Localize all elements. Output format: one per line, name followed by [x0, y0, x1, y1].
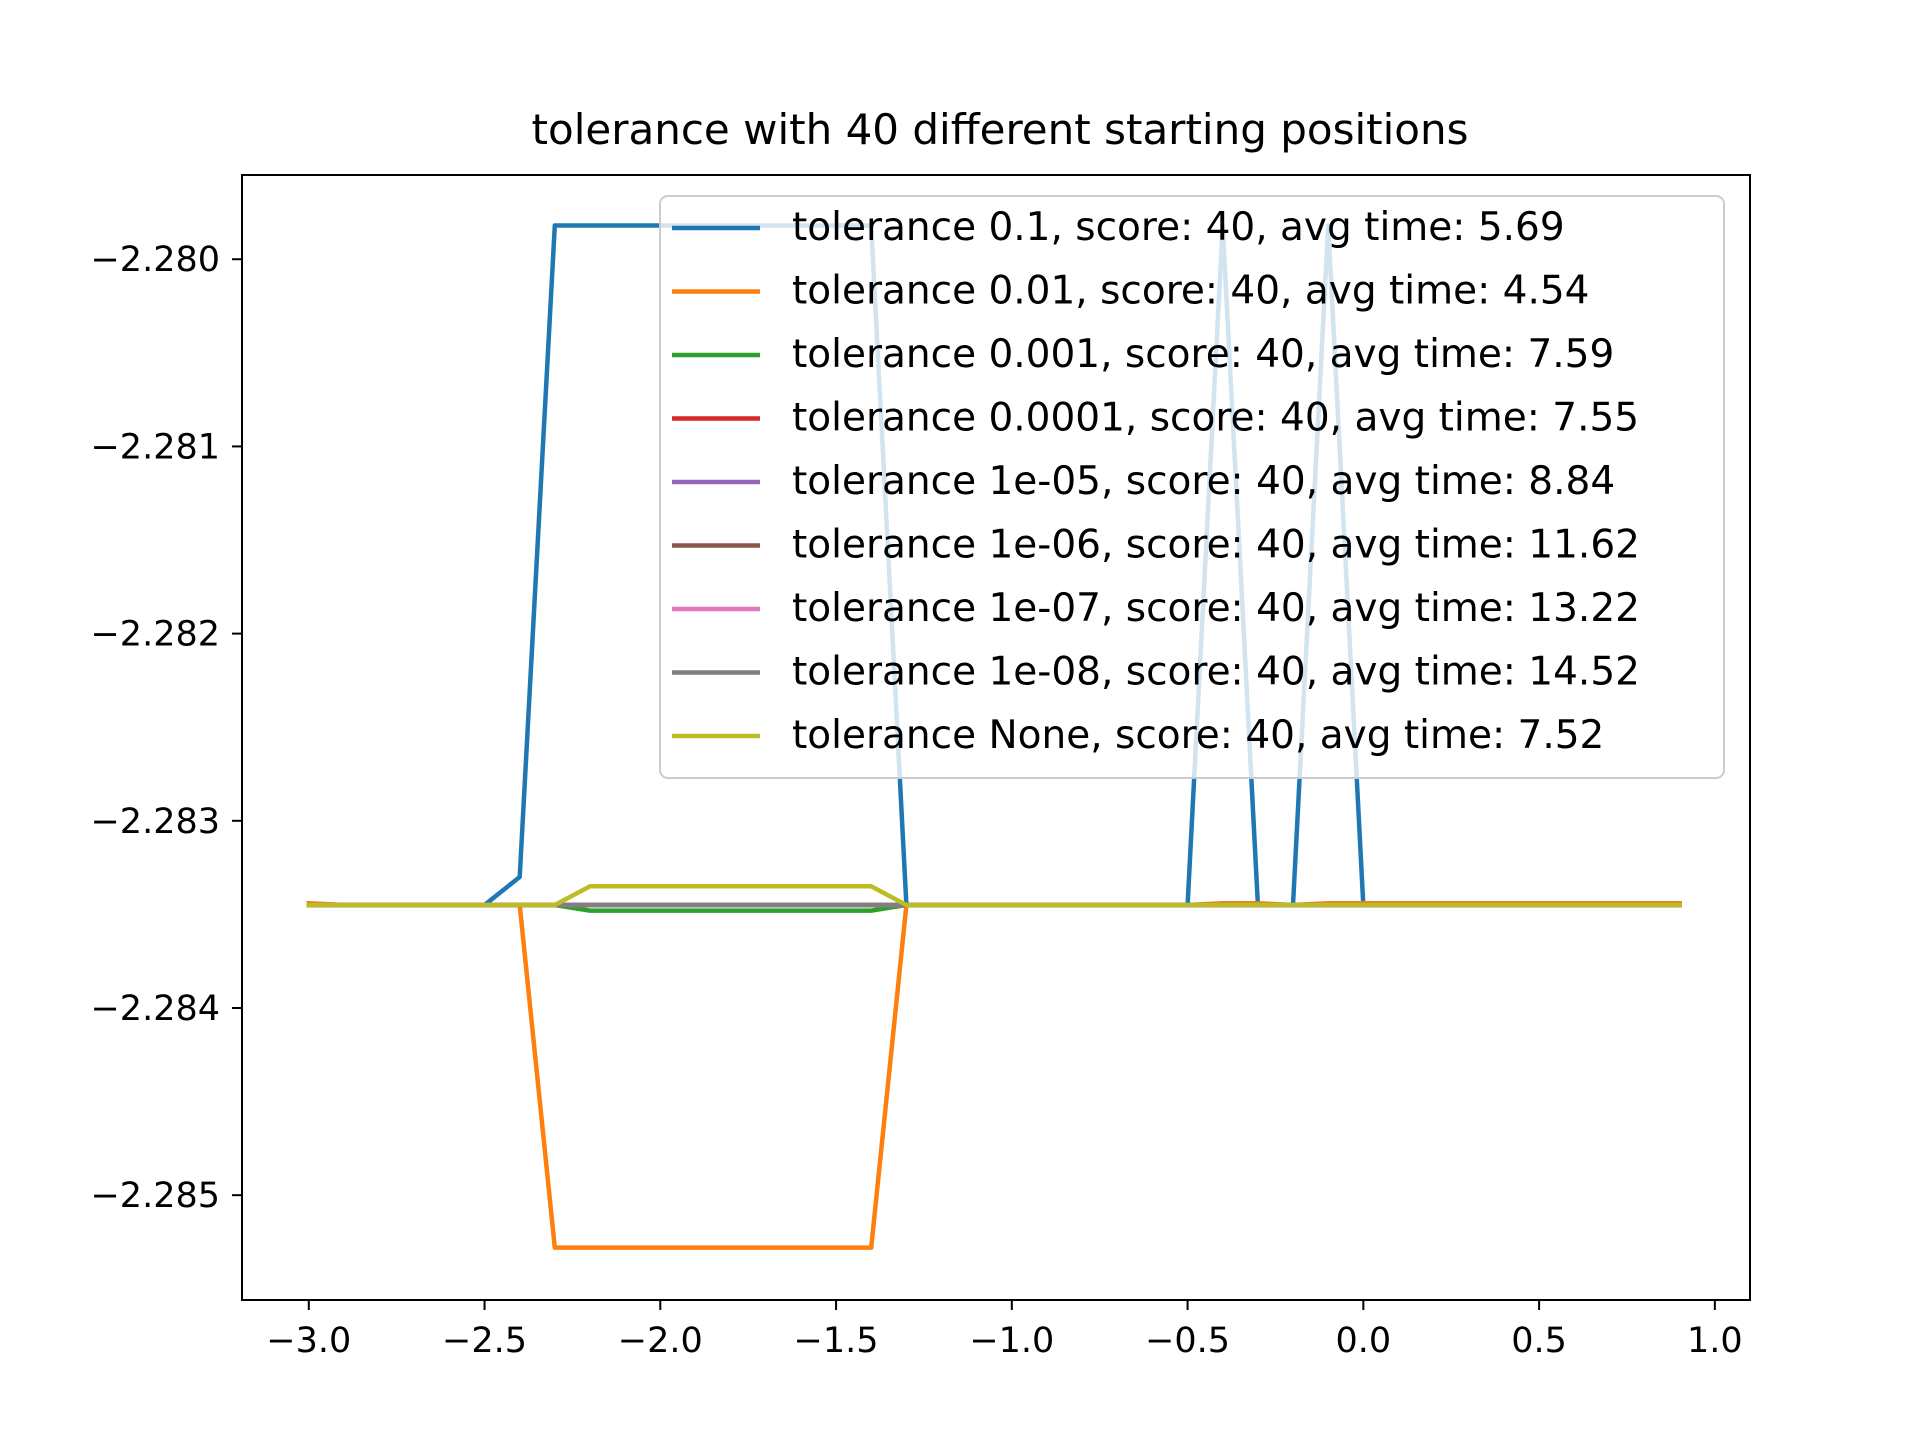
y-tick-label: −2.283: [90, 802, 220, 842]
series-line-9: [306, 884, 1682, 908]
legend-label: tolerance 0.001, score: 40, avg time: 7.…: [792, 332, 1614, 377]
x-tick-label: −3.0: [266, 1321, 351, 1361]
legend-label: tolerance 1e-05, score: 40, avg time: 8.…: [792, 459, 1615, 504]
plot-frame: [241, 174, 1751, 1301]
x-tick-label: 1.0: [1687, 1321, 1743, 1361]
y-tick-label: −2.282: [90, 615, 220, 655]
legend-label: tolerance 0.1, score: 40, avg time: 5.69: [792, 205, 1565, 250]
legend: tolerance 0.1, score: 40, avg time: 5.69…: [659, 195, 1725, 779]
x-axis: −3.0 −2.5 −2.0 −1.5 −1.0 −0.5 0.0 0.5 1.0: [266, 1300, 1743, 1361]
x-tick-label: 0.5: [1511, 1321, 1567, 1361]
legend-label: tolerance 0.01, score: 40, avg time: 4.5…: [792, 269, 1589, 314]
legend-label: tolerance 1e-07, score: 40, avg time: 13…: [792, 586, 1640, 631]
legend-box: [659, 195, 1725, 779]
y-tick-label: −2.280: [90, 240, 220, 280]
legend-label: tolerance None, score: 40, avg time: 7.5…: [792, 713, 1604, 758]
x-tick-label: −2.5: [442, 1321, 527, 1361]
chart-title: tolerance with 40 different starting pos…: [532, 105, 1469, 154]
y-tick-label: −2.281: [90, 427, 220, 467]
y-axis: −2.280 −2.281 −2.282 −2.283 −2.284 −2.285: [90, 240, 242, 1216]
x-tick-label: −2.0: [618, 1321, 703, 1361]
legend-label: tolerance 1e-06, score: 40, avg time: 11…: [792, 523, 1640, 568]
legend-label: tolerance 0.0001, score: 40, avg time: 7…: [792, 396, 1639, 441]
x-tick-label: −1.0: [969, 1321, 1054, 1361]
series-layer: [306, 223, 1682, 1250]
x-tick-label: 0.0: [1335, 1321, 1391, 1361]
legend-label: tolerance 1e-08, score: 40, avg time: 14…: [792, 650, 1640, 695]
y-tick-label: −2.284: [90, 989, 220, 1029]
y-tick-label: −2.285: [90, 1176, 220, 1216]
x-tick-label: −0.5: [1145, 1321, 1230, 1361]
x-tick-label: −1.5: [794, 1321, 879, 1361]
